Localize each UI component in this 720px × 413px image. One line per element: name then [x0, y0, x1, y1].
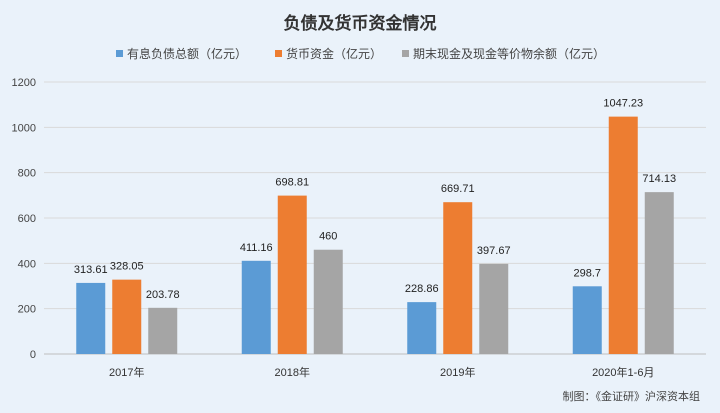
source-note: 制图：《金证研》沪深资本组: [563, 389, 701, 403]
y-tick-label: 200: [18, 304, 36, 316]
data-label: 1047.23: [603, 98, 643, 110]
data-label: 298.7: [573, 267, 601, 279]
y-tick-label: 800: [18, 168, 36, 180]
bar: [76, 282, 106, 354]
data-label: 203.78: [146, 289, 180, 301]
bar: [112, 279, 142, 354]
data-label: 313.61: [74, 264, 108, 276]
y-tick-label: 600: [18, 213, 36, 225]
y-tick-label: 1000: [12, 122, 36, 134]
data-label: 411.16: [240, 242, 273, 254]
bar: [644, 192, 674, 354]
x-tick-label: 2018年: [275, 365, 310, 379]
bar: [241, 260, 271, 354]
x-tick-label: 2019年: [440, 365, 475, 379]
chart-title: 负债及货币资金情况: [284, 13, 437, 33]
y-tick-label: 0: [30, 349, 36, 361]
bar: [443, 202, 473, 354]
data-label: 460: [319, 231, 337, 243]
bar: [572, 286, 602, 354]
legend-swatch: [275, 50, 282, 57]
legend-label: 期末现金及现金等价物余额（亿元）: [413, 46, 605, 61]
data-label: 397.67: [477, 245, 511, 257]
bar: [479, 263, 509, 354]
bar: [608, 116, 638, 354]
data-label: 669.71: [441, 183, 475, 195]
gridlines: [44, 81, 706, 355]
bar: [277, 195, 307, 354]
bar: [313, 249, 343, 354]
legend: 有息负债总额（亿元） 货币资金（亿元） 期末现金及现金等价物余额（亿元）: [116, 46, 605, 61]
data-label: 228.86: [405, 283, 439, 295]
legend-swatch: [402, 50, 409, 57]
legend-label: 货币资金（亿元）: [286, 46, 382, 61]
data-labels: 313.61 328.05 203.78 411.16 698.81 460 228.86 6…: [74, 98, 676, 301]
y-axis: 0 200 400 600 800 1000 1200: [12, 77, 36, 361]
bar: [148, 307, 178, 354]
x-tick-label: 2017年: [109, 365, 144, 379]
x-tick-label: 2020年1-6月: [592, 365, 654, 379]
bars: [76, 116, 674, 354]
legend-label: 有息负债总额（亿元）: [127, 46, 247, 61]
data-label: 714.13: [642, 173, 676, 185]
data-label: 328.05: [110, 261, 144, 273]
data-label: 698.81: [275, 177, 309, 189]
bar: [407, 302, 437, 354]
legend-swatch: [116, 50, 123, 57]
x-axis: 2017年 2018年 2019年 2020年1-6月: [109, 365, 654, 379]
y-tick-label: 1200: [12, 77, 36, 89]
y-tick-label: 400: [18, 258, 36, 270]
